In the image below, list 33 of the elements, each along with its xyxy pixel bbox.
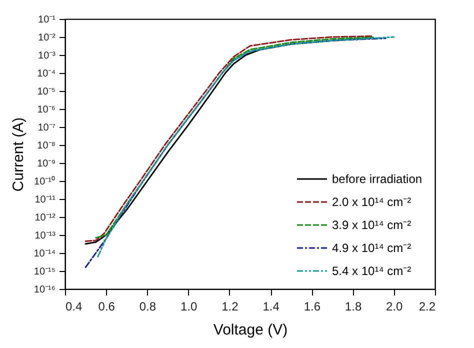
y-tick-label: 10⁻¹⁴ xyxy=(34,248,56,260)
x-tick-label: 2.0 xyxy=(386,300,404,314)
y-tick-label: 10⁻¹ xyxy=(38,14,56,26)
x-tick-label: 0.8 xyxy=(139,300,156,314)
x-tick-label: 0.6 xyxy=(98,300,116,314)
x-tick-label: 0.4 xyxy=(66,300,83,314)
legend-label: 2.0 x 10¹⁴ cm⁻² xyxy=(332,195,412,209)
x-tick-label: 1.6 xyxy=(304,300,321,314)
legend-label: 3.9 x 10¹⁴ cm⁻² xyxy=(332,218,412,232)
x-tick-label: 2.2 xyxy=(418,300,436,314)
y-tick-label: 10⁻⁷ xyxy=(38,122,56,134)
y-tick-label: 10⁻¹¹ xyxy=(34,194,56,206)
y-tick-label: 10⁻¹² xyxy=(34,212,56,224)
y-tick-label: 10⁻¹⁵ xyxy=(34,266,56,278)
x-tick-label: 1.4 xyxy=(262,300,280,314)
x-tick-label: 1.0 xyxy=(180,300,198,314)
y-tick-label: 10⁻⁴ xyxy=(37,68,56,80)
y-tick-label: 10⁻² xyxy=(38,32,56,44)
y-tick-label: 10⁻⁸ xyxy=(37,140,56,152)
legend-label: 4.9 x 10¹⁴ cm⁻² xyxy=(332,241,412,255)
x-tick-label: 1.2 xyxy=(222,300,239,314)
legend-label: before irradiation xyxy=(332,172,422,186)
y-tick-label: 10⁻⁹ xyxy=(37,158,56,170)
y-tick-label: 10⁻⁵ xyxy=(37,86,56,98)
x-axis-title: Voltage (V) xyxy=(213,322,288,338)
y-axis-title: Current (A) xyxy=(10,117,27,192)
y-tick-label: 10⁻⁶ xyxy=(37,104,56,116)
y-tick-label: 10⁻¹⁰ xyxy=(34,176,56,188)
legend-label: 5.4 x 10¹⁴ cm⁻² xyxy=(332,264,412,278)
y-tick-label: 10⁻¹⁶ xyxy=(34,284,56,296)
y-tick-label: 10⁻³ xyxy=(38,50,56,62)
y-tick-label: 10⁻¹³ xyxy=(34,230,56,242)
x-tick-label: 1.8 xyxy=(344,300,362,314)
